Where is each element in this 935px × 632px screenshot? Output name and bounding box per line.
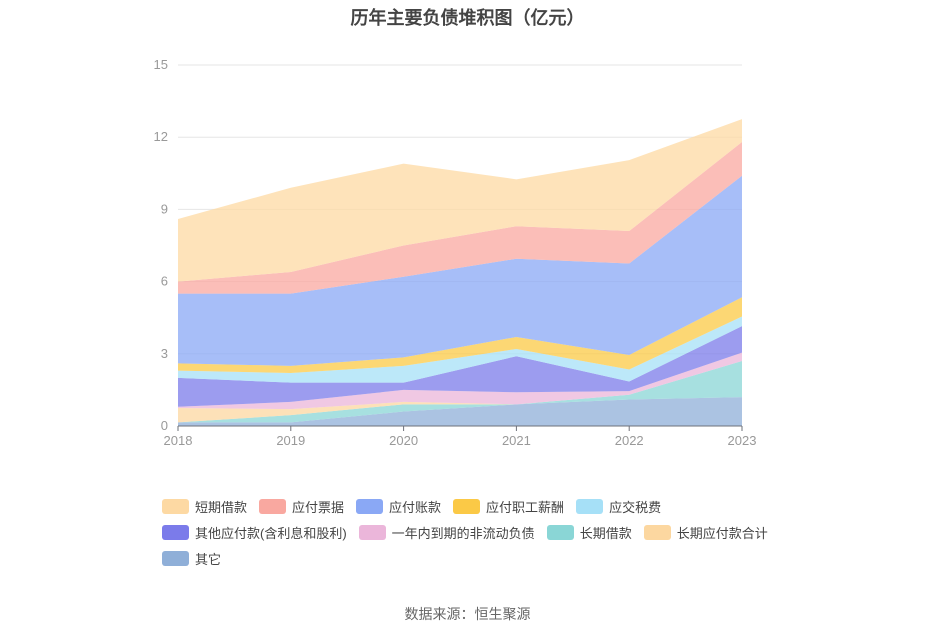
legend-label: 一年内到期的非流动负债 [391, 525, 535, 541]
legend-swatch [162, 524, 189, 540]
chart-title: 历年主要负债堆积图（亿元） [350, 8, 585, 28]
legend-swatch [259, 498, 287, 514]
legend-item[interactable]: 应交税费 [576, 493, 661, 519]
legend-item[interactable]: 长期应付款合计 [643, 519, 768, 545]
legend-item[interactable]: 长期借款 [546, 519, 632, 545]
area-series-3 [178, 352, 742, 410]
x-tick-label: 2023 [728, 433, 757, 448]
legend-item[interactable]: 其他应付款(含利息和股利) [162, 519, 347, 545]
legend-label: 长期借款 [579, 525, 632, 541]
area-series-7 [178, 175, 742, 366]
x-tick-label: 2020 [389, 433, 418, 448]
y-tick-label: 6 [161, 274, 168, 289]
x-tick-label: 2021 [502, 433, 531, 448]
legend-label: 应付账款 [389, 499, 442, 515]
legend-item[interactable]: 短期借款 [162, 493, 247, 519]
area-series-2 [178, 361, 742, 423]
y-tick-label: 12 [154, 129, 168, 144]
legend-label: 应付职工薪酬 [486, 499, 565, 515]
area-series-4 [178, 326, 742, 407]
legend-swatch [358, 524, 386, 540]
legend-label: 应付票据 [292, 499, 345, 515]
y-tick-label: 0 [161, 418, 168, 433]
y-tick-label: 3 [161, 346, 168, 361]
area-series-8 [178, 142, 742, 294]
legend-item[interactable]: 一年内到期的非流动负债 [358, 519, 535, 545]
x-tick-label: 2019 [276, 433, 305, 448]
legend-swatch [356, 498, 384, 514]
legend-swatch [453, 498, 481, 514]
legend-item[interactable]: 其它 [162, 545, 221, 571]
legend-label: 其他应付款(含利息和股利) [195, 525, 347, 541]
chart-legend: 短期借款 应付票据 应付账款 应付职工薪酬 应交税费其他应付款(含利息和股利) 一年内到期… [162, 493, 822, 571]
y-tick-label: 15 [154, 57, 168, 72]
legend-swatch [546, 524, 574, 540]
legend-swatch [643, 524, 671, 540]
area-series-6 [178, 297, 742, 374]
area-series-5 [178, 316, 742, 383]
x-tick-label: 2018 [164, 433, 193, 448]
y-tick-label: 9 [161, 201, 168, 216]
area-series-0 [178, 397, 742, 426]
legend-label: 短期借款 [195, 499, 248, 515]
legend-item[interactable]: 应付账款 [356, 493, 441, 519]
source-note: 数据来源：恒生聚源 [404, 606, 531, 622]
area-series-9 [178, 119, 742, 282]
legend-label: 其它 [195, 551, 222, 567]
legend-label: 长期应付款合计 [676, 525, 768, 541]
x-tick-label: 2022 [615, 433, 644, 448]
legend-swatch [162, 498, 189, 514]
legend-item[interactable]: 应付票据 [259, 493, 344, 519]
legend-swatch [162, 550, 189, 566]
legend-label: 应交税费 [609, 499, 662, 515]
legend-item[interactable]: 应付职工薪酬 [453, 493, 564, 519]
legend-swatch [576, 498, 604, 514]
